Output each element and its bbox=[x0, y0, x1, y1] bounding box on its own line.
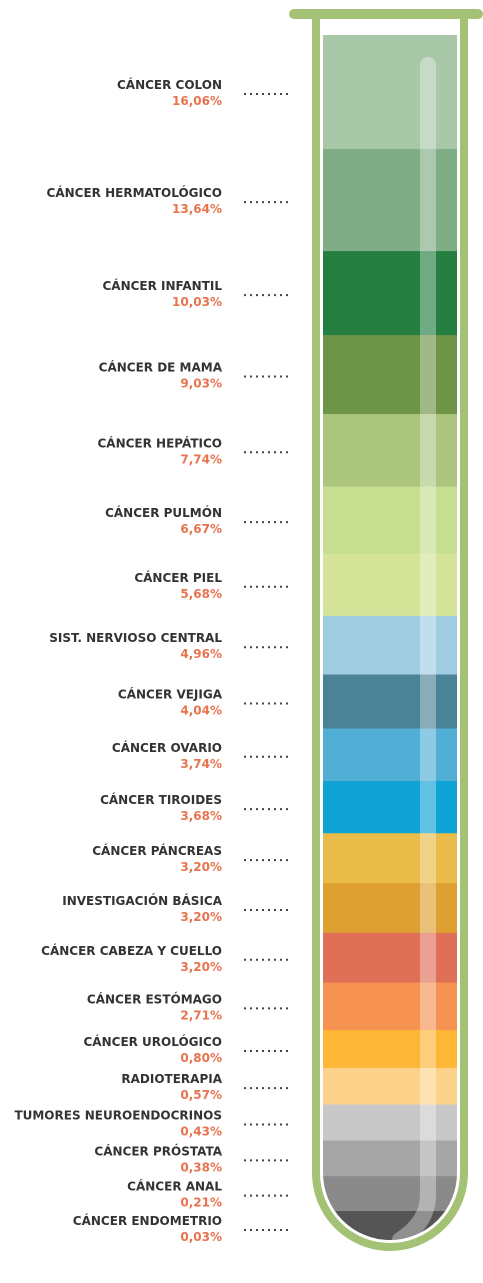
tube-contents bbox=[320, 35, 460, 1246]
value-label: 10,03% bbox=[172, 295, 222, 309]
category-label: CÁNCER PIEL bbox=[134, 570, 222, 585]
value-label: 16,06% bbox=[172, 94, 222, 108]
value-label: 0,03% bbox=[180, 1230, 222, 1244]
value-label: 6,67% bbox=[180, 522, 222, 536]
value-label: 9,03% bbox=[180, 377, 222, 391]
segment bbox=[320, 983, 460, 1031]
category-label: CÁNCER PÁNCREAS bbox=[92, 843, 222, 858]
value-label: 4,04% bbox=[180, 704, 222, 718]
segment bbox=[320, 883, 460, 933]
value-label: 3,20% bbox=[180, 860, 222, 874]
category-label: CÁNCER ESTÓMAGO bbox=[87, 991, 222, 1006]
category-label: CÁNCER TIROIDES bbox=[100, 792, 222, 807]
segment bbox=[320, 35, 460, 150]
category-label: CÁNCER ANAL bbox=[127, 1179, 222, 1194]
value-label: 5,68% bbox=[180, 587, 222, 601]
segment bbox=[320, 675, 460, 730]
category-label: RADIOTERAPIA bbox=[121, 1072, 222, 1086]
value-label: 0,43% bbox=[180, 1124, 222, 1138]
category-label: CÁNCER OVARIO bbox=[112, 740, 222, 755]
segment bbox=[320, 1176, 460, 1211]
segment bbox=[320, 616, 460, 675]
segment bbox=[320, 149, 460, 252]
value-label: 4,96% bbox=[180, 647, 222, 661]
segment bbox=[320, 251, 460, 335]
category-label: CÁNCER VEJIGA bbox=[118, 687, 223, 702]
category-label: CÁNCER ENDOMETRIO bbox=[73, 1213, 222, 1228]
segment bbox=[320, 833, 460, 883]
value-label: 3,20% bbox=[180, 960, 222, 974]
category-label: CÁNCER UROLÓGICO bbox=[84, 1034, 223, 1049]
category-label: CÁNCER PULMÓN bbox=[105, 505, 222, 520]
category-label: CÁNCER CABEZA Y CUELLO bbox=[41, 943, 222, 958]
category-label: CÁNCER COLON bbox=[117, 77, 222, 92]
segment bbox=[320, 781, 460, 834]
segment bbox=[320, 729, 460, 782]
segment bbox=[320, 414, 460, 487]
segment bbox=[320, 554, 460, 617]
segment bbox=[320, 487, 460, 555]
category-label: CÁNCER HEPÁTICO bbox=[97, 435, 222, 450]
segment bbox=[320, 1140, 460, 1176]
chart: CÁNCER COLON 16,06% CÁNCER HERMATOLÓGICO 13… bbox=[0, 0, 483, 1283]
value-label: 3,74% bbox=[180, 757, 222, 771]
value-label: 0,80% bbox=[180, 1051, 222, 1065]
segment bbox=[320, 1030, 460, 1068]
segment bbox=[320, 1105, 460, 1141]
value-label: 0,38% bbox=[180, 1160, 222, 1174]
value-label: 0,21% bbox=[180, 1196, 222, 1210]
category-label: SIST. NERVIOSO CENTRAL bbox=[49, 631, 222, 645]
segment bbox=[320, 1068, 460, 1105]
value-label: 3,68% bbox=[180, 809, 222, 823]
value-label: 13,64% bbox=[172, 202, 222, 216]
segment bbox=[320, 933, 460, 983]
category-label: CÁNCER HERMATOLÓGICO bbox=[47, 185, 222, 200]
category-label: CÁNCER PRÓSTATA bbox=[94, 1143, 222, 1158]
category-label: CÁNCER INFANTIL bbox=[102, 278, 222, 293]
category-label: CÁNCER DE MAMA bbox=[99, 360, 223, 375]
value-label: 7,74% bbox=[180, 452, 222, 466]
value-label: 2,71% bbox=[180, 1008, 222, 1022]
value-label: 0,57% bbox=[180, 1088, 222, 1102]
segment bbox=[320, 335, 460, 414]
category-label: TUMORES NEUROENDOCRINOS bbox=[14, 1108, 222, 1122]
category-label: INVESTIGACIÓN BÁSICA bbox=[62, 893, 222, 908]
value-label: 3,20% bbox=[180, 910, 222, 924]
